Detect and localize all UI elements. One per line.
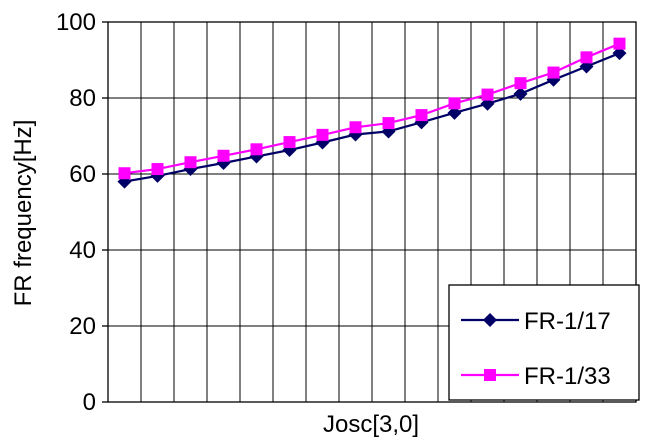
data-point [448,97,461,110]
y-axis-ticks: 0 20 40 60 80 100 [56,9,108,416]
legend-box [448,284,640,401]
data-point [250,143,263,156]
legend-marker-square [484,369,496,381]
y-tick-label: 0 [83,389,96,416]
data-point [184,156,197,169]
series-line-fr-1-17 [124,52,620,183]
data-point [613,37,626,50]
legend-label-fr-1-17: FR-1/17 [524,308,611,335]
data-point [283,136,296,149]
series [117,37,627,189]
data-point [547,66,560,79]
y-axis-label: FR frequency[Hz] [10,120,37,307]
data-point [118,167,131,180]
data-point [151,163,164,176]
y-tick-label: 60 [69,161,96,188]
series-fr-1-33 [118,37,626,180]
legend-label-fr-1-33: FR-1/33 [524,363,611,390]
data-point [580,51,593,64]
data-point [514,77,527,90]
y-tick-label: 40 [69,237,96,264]
data-point [217,149,230,162]
y-tick-label: 100 [56,9,96,36]
plot-area [107,21,637,403]
y-tick-label: 20 [69,313,96,340]
y-tick-label: 80 [69,85,96,112]
data-point [415,109,428,122]
data-point [316,128,329,141]
x-axis-label: Josc[3,0] [323,411,419,438]
data-point [513,86,528,101]
series-line-fr-1-33 [124,42,620,175]
legend-item-fr-1-17: FR-1/17 [461,308,611,335]
data-point [348,127,363,142]
legend: FR-1/17 FR-1/33 [448,284,640,401]
legend-marker-diamond [483,313,497,327]
legend-item-fr-1-33: FR-1/33 [461,363,611,390]
data-point [481,88,494,101]
data-point [382,117,395,130]
data-point [349,121,362,134]
